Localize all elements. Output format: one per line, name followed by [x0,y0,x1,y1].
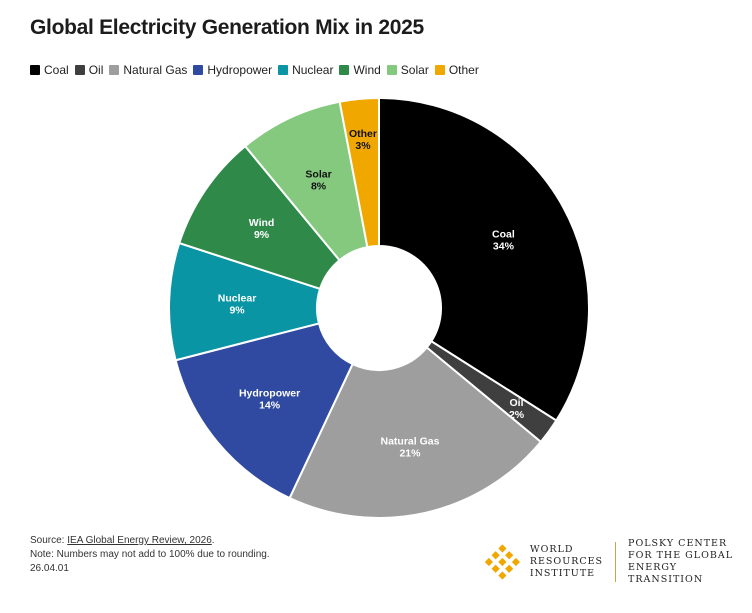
legend-item-wind: Wind [339,63,381,77]
legend-item-other: Other [434,63,479,77]
wri-logo-text: WORLD RESOURCES INSTITUTE [530,544,603,580]
legend-label: Oil [88,63,104,77]
legend-item-oil: Oil [74,63,104,77]
slice-label-other: Other 3% [349,128,377,152]
wri-line-1: WORLD [529,544,574,555]
slice-label-solar: Solar 8% [305,169,331,193]
legend-label: Other [448,63,479,77]
legend-swatch [30,65,40,75]
slice-label-coal: Coal 34% [492,229,515,253]
polsky-line-1: POLSKY CENTER [628,538,728,549]
polsky-line-3: ENERGY TRANSITION [628,562,704,585]
source-prefix: Source: [30,535,68,546]
slice-label-hydropower: Hydropower 14% [239,388,300,412]
source-line: Source: IEA Global Energy Review, 2026. [30,534,270,548]
legend-label: Coal [44,63,69,77]
figure-code: 26.04.01 [30,563,69,574]
polsky-logo-text: POLSKY CENTER FOR THE GLOBAL ENERGY TRAN… [628,538,752,586]
chart-legend: Coal Oil Natural Gas Hydropower Nuclear Wind S… [30,63,485,77]
legend-swatch [339,65,350,75]
legend-swatch [74,65,85,75]
wri-logo-icon [485,544,520,580]
slice-label-nuclear: Nuclear 9% [218,293,257,317]
slice-natural-gas[interactable] [288,346,543,519]
legend-item-solar: Solar [386,63,429,77]
legend-label: Nuclear [292,63,334,77]
legend-item-coal: Coal [30,63,69,77]
legend-label: Wind [353,63,381,77]
rounding-note: Note: Numbers may not add to 100% due to… [30,549,270,560]
legend-item-natural-gas: Natural Gas [109,63,187,77]
slice-other[interactable] [338,96,380,249]
legend-item-nuclear: Nuclear [278,63,333,77]
logos: WORLD RESOURCES INSTITUTE POLSKY CENTER … [485,538,752,586]
slice-hydropower[interactable] [174,322,354,500]
legend-label: Hydropower [207,63,273,77]
logo-divider [615,542,617,582]
legend-swatch [109,65,120,75]
source-suffix: . [211,535,215,546]
source-link[interactable]: IEA Global Energy Review, 2026 [67,535,212,546]
legend-swatch [434,65,445,75]
chart-footer: Source: IEA Global Energy Review, 2026. … [30,534,270,576]
slice-label-natural-gas: Natural Gas 21% [380,436,439,460]
legend-swatch [278,65,289,75]
legend-swatch [386,65,397,75]
legend-label: Natural Gas [123,63,188,77]
chart-title: Global Electricity Generation Mix in 202… [30,16,424,39]
wri-line-2: RESOURCES [529,556,604,567]
legend-item-hydropower: Hydropower [193,63,272,77]
slice-coal[interactable] [378,96,590,422]
legend-label: Solar [400,63,429,77]
polsky-line-2: FOR THE GLOBAL [628,550,734,561]
slice-label-wind: Wind 9% [249,217,275,241]
wri-line-3: INSTITUTE [529,568,596,579]
legend-swatch [193,65,204,75]
